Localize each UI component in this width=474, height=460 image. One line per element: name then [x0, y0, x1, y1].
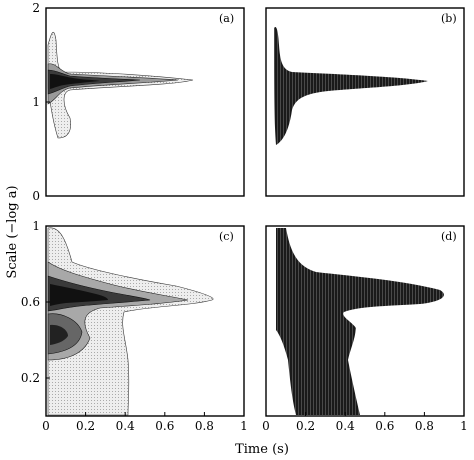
panel-d-label: (d) [441, 230, 457, 243]
panel-a-ytick-label: 0 [32, 189, 40, 203]
y-axis-label: Scale (−log a) [5, 185, 20, 278]
panel-b-label: (b) [441, 12, 457, 25]
panel-c-xtick-label: 0.8 [195, 419, 214, 433]
panel-a-contours [47, 32, 194, 139]
panel-d-xtick-label: 0.6 [375, 419, 394, 433]
panel-a: (a) [45, 7, 245, 197]
panel-c-xtick-label: 0 [42, 419, 50, 433]
panel-d-xtick-label: 1 [460, 419, 468, 433]
panel-d: (d) [265, 225, 465, 417]
panel-d-xtick-label: 0 [262, 419, 270, 433]
panel-c-region-lower-core [50, 324, 68, 345]
panel-a-region-core [50, 74, 100, 89]
panel-d-xtick-label: 0.8 [415, 419, 434, 433]
panel-a-frame [45, 7, 245, 197]
panel-d-xtick-label: 0.4 [336, 419, 355, 433]
panel-c-xtick-label: 0.6 [155, 419, 174, 433]
panel-a-region-mid [47, 63, 179, 105]
panel-c-contours [47, 227, 214, 416]
panel-c-ytick-label: 1 [32, 219, 40, 233]
panel-c-xtick-label: 1 [240, 419, 248, 433]
panel-b-frame [265, 7, 465, 197]
panel-a-label: (a) [219, 12, 234, 25]
panel-c-label: (c) [219, 230, 234, 243]
panel-c-ytick-label: 0.2 [21, 371, 40, 385]
panel-b: (b) [265, 7, 465, 197]
panel-a-region-outer [47, 32, 194, 139]
panel-c-region-outer [47, 227, 214, 416]
panel-a-ytick-label: 2 [32, 1, 40, 15]
panel-c-region-core [50, 284, 108, 306]
panel-c-frame [45, 225, 245, 417]
panel-a-ytick-label: 1 [32, 95, 40, 109]
panel-c-xtick-label: 0.2 [76, 419, 95, 433]
panel-d-frame [265, 225, 465, 417]
panel-c-ytick-label: 0.6 [21, 295, 40, 309]
panel-d-xtick-label: 0.2 [296, 419, 315, 433]
panel-c: (c) [45, 225, 245, 417]
panel-d-region [276, 228, 444, 415]
panel-a-region-dark [47, 69, 141, 95]
panel-b-region [274, 26, 428, 146]
x-axis-label: Time (s) [235, 442, 289, 457]
panel-c-xtick-label: 0.4 [116, 419, 135, 433]
